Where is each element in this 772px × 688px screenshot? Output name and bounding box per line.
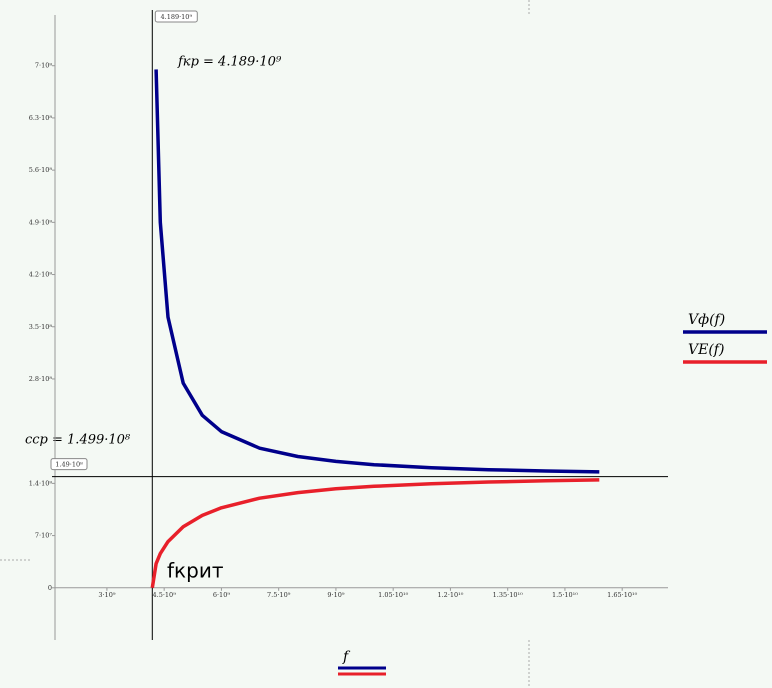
marker-label-box (154, 10, 198, 23)
y-tick-label: 3.5·10⁸ (29, 323, 53, 331)
y-tick-label: 4.2·10⁸ (29, 271, 53, 279)
y-tick-label: 7·10⁸ (35, 62, 52, 70)
y-tick-label: 5.6·10⁸ (29, 166, 53, 174)
x-tick-label: 7.5·10⁹ (267, 591, 291, 599)
marker-label: 4.189·10⁹ (161, 13, 193, 21)
x-tick-label: 1.5·10¹⁰ (552, 591, 578, 599)
annotation: ccp = 1.499·10⁸ (25, 433, 131, 448)
x-tick-label: 4.5·10⁹ (153, 591, 177, 599)
marker-label: 1.49·10⁸ (55, 461, 83, 469)
series-line (154, 69, 600, 474)
annotation: fкрит (167, 559, 224, 583)
x-tick-label: 3·10⁹ (98, 591, 115, 599)
y-tick-label: 7·10⁷ (35, 532, 52, 540)
legend-label: VE(f) (688, 342, 724, 358)
x-tick-label: 6·10⁹ (213, 591, 230, 599)
y-tick-label: 0 (48, 584, 52, 592)
x-tick-label: 1.2·10¹⁰ (437, 591, 463, 599)
series-line (150, 478, 600, 589)
legend-label: Vф(f) (688, 312, 725, 328)
x-tick-label: 1.65·10¹⁰ (607, 591, 637, 599)
x-tick-label: 1.35·10¹⁰ (493, 591, 523, 599)
marker-label-box (50, 458, 88, 471)
x-tick-label: 1.05·10¹⁰ (378, 591, 408, 599)
annotation: fкр = 4.189·10⁹ (177, 55, 282, 70)
x-axis-label: f (342, 649, 351, 665)
x-tick-label: 9·10⁹ (327, 591, 344, 599)
y-tick-label: 6.3·10⁸ (29, 114, 53, 122)
y-tick-label: 4.9·10⁸ (29, 218, 53, 226)
y-tick-label: 2.8·10⁸ (29, 375, 53, 383)
y-tick-label: 1.4·10⁸ (29, 479, 53, 487)
